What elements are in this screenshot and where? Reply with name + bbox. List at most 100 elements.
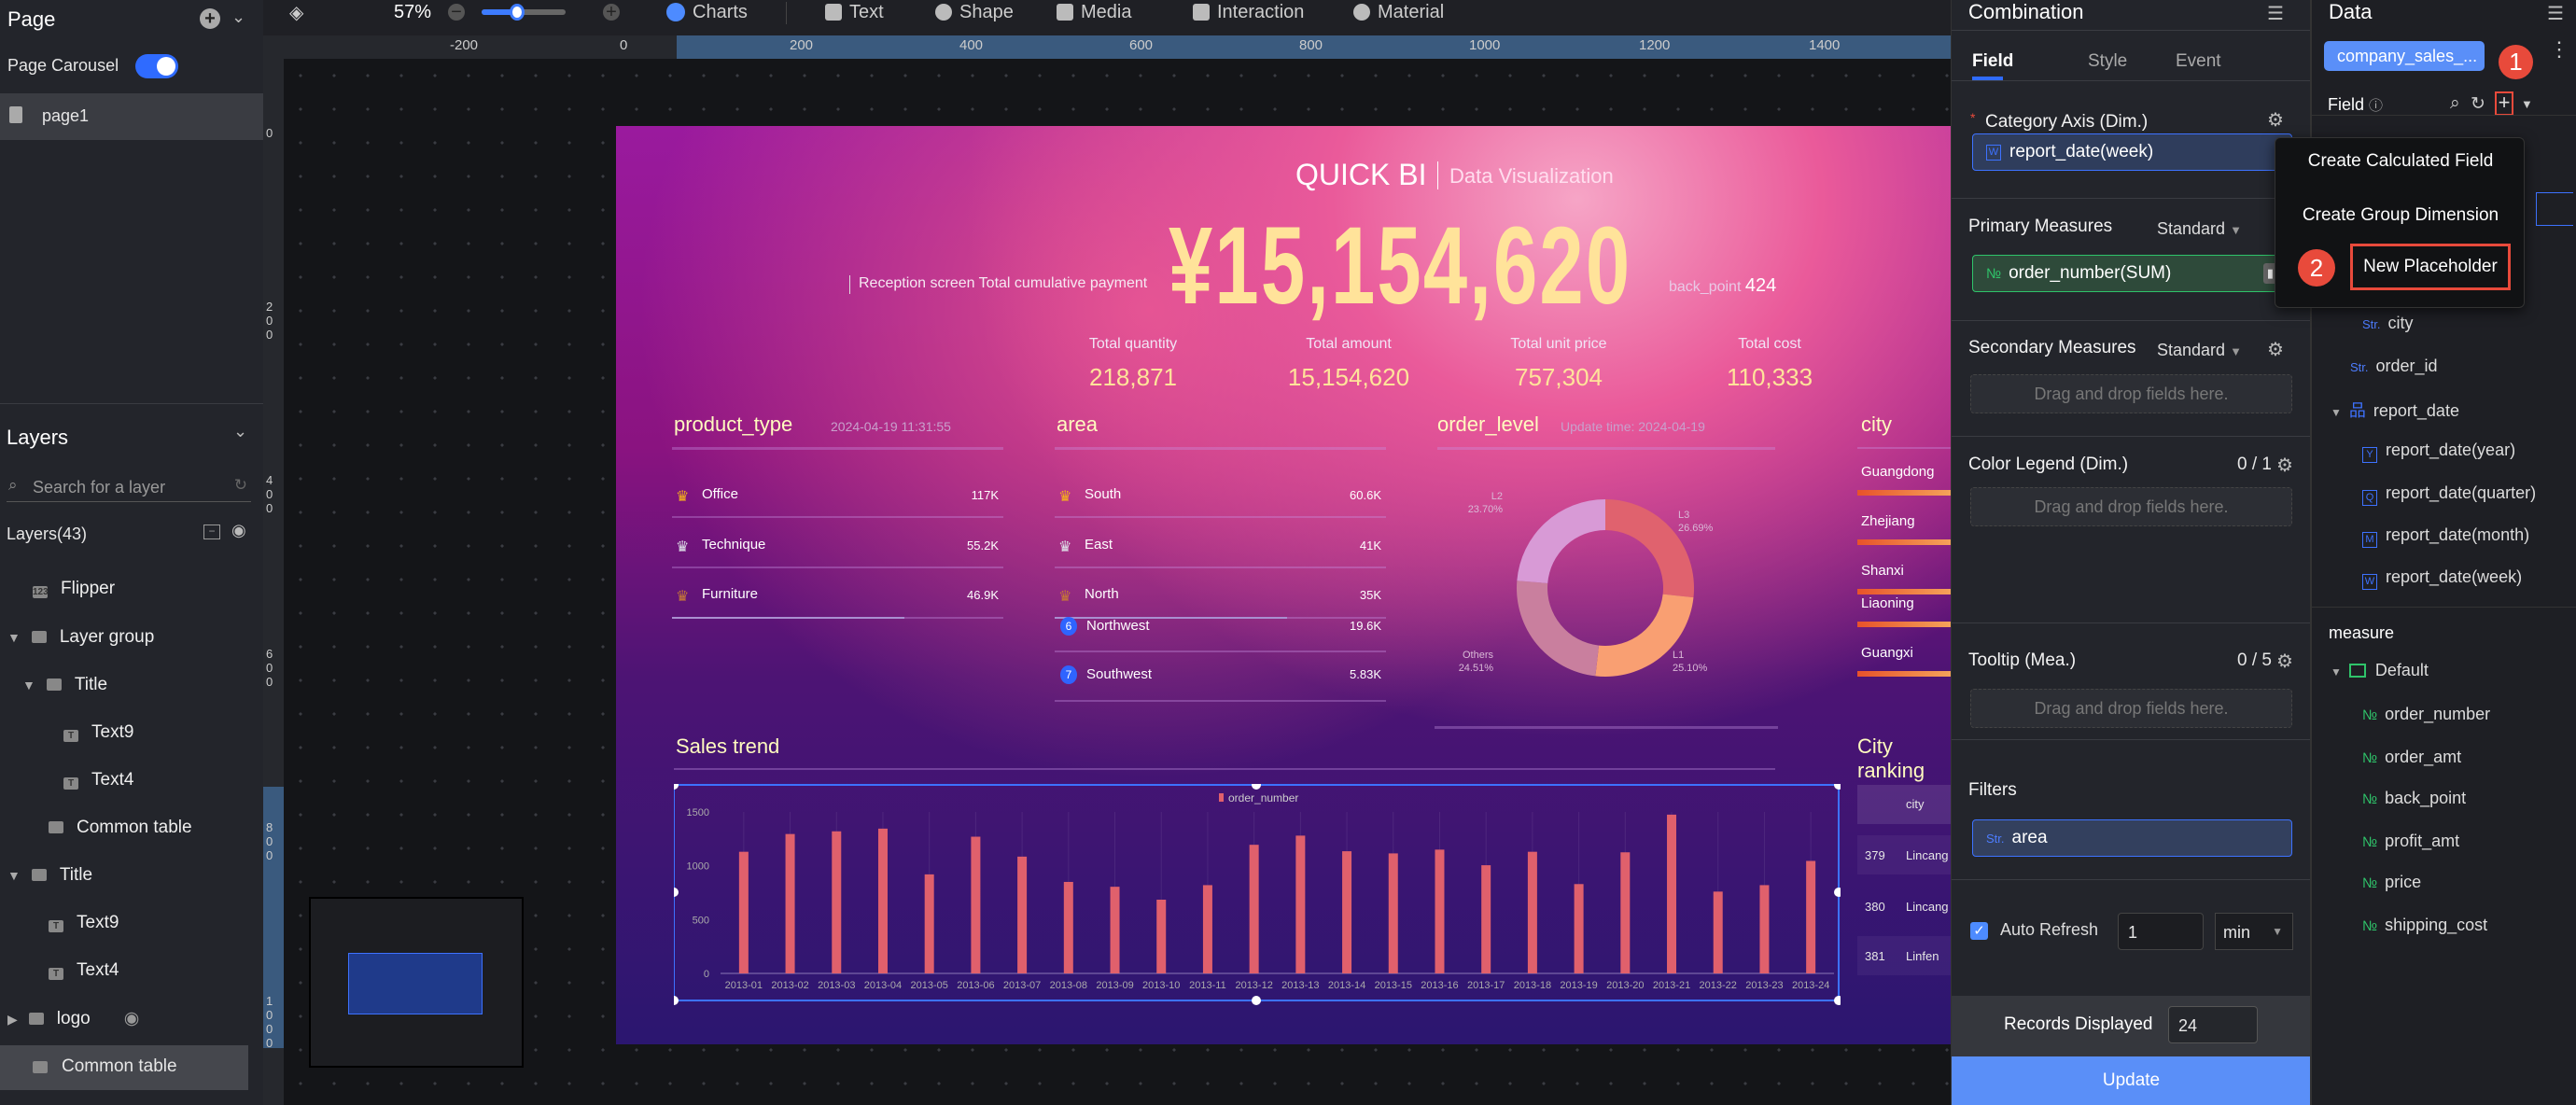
color-legend-drop-zone[interactable]: Drag and drop fields here. [1970, 487, 2292, 526]
tab-field[interactable]: Field [1972, 51, 2014, 71]
toolbar-text[interactable]: Text [825, 0, 884, 24]
visibility-icon[interactable]: ◉ [123, 1009, 140, 1028]
layer-item-common-table-selected[interactable]: Common table [0, 1045, 248, 1090]
divider [1952, 436, 2311, 437]
horizontal-ruler[interactable]: -200 0 200 400 600 800 1000 1200 1400 [263, 35, 1951, 59]
gear-icon[interactable]: ⚙ [2276, 455, 2293, 476]
measure-item[interactable]: № back_point [2362, 789, 2466, 808]
caret-right-icon[interactable]: ▶ [7, 1012, 18, 1027]
layer-item-flipper[interactable]: 123 Flipper [33, 579, 115, 599]
menu-item-create-group-dimension[interactable]: Create Group Dimension [2302, 205, 2499, 225]
update-button[interactable]: Update [1952, 1056, 2311, 1105]
add-page-icon[interactable]: + [200, 8, 220, 29]
layer-item-title[interactable]: ▼ Title [7, 865, 92, 886]
caret-down-icon[interactable]: ▼ [22, 678, 35, 692]
vertical-ruler[interactable]: 0 200 400 600 800 1000 [263, 59, 284, 1105]
x-tick-label: 2013-07 [1003, 980, 1041, 991]
minimap[interactable] [309, 897, 524, 1068]
refresh-icon[interactable]: ↻ [233, 476, 247, 494]
row-name: East [1085, 537, 1113, 552]
measure-item[interactable]: № order_amt [2362, 748, 2461, 767]
collapse-all-icon[interactable]: − [203, 525, 220, 539]
layer-item-common-table[interactable]: Common table [49, 818, 192, 838]
chevron-down-icon[interactable]: ⌄ [233, 422, 248, 441]
more-vertical-icon[interactable]: ⋮ [2549, 37, 2569, 61]
toolbar-shape[interactable]: Shape [935, 0, 1014, 24]
menu-item-create-calculated-field[interactable]: Create Calculated Field [2307, 151, 2494, 171]
measure-item[interactable]: № price [2362, 873, 2421, 892]
page-item-page1[interactable]: page1 [0, 93, 263, 140]
measure-item[interactable]: № profit_amt [2362, 832, 2459, 851]
tab-style[interactable]: Style [2088, 51, 2128, 71]
eye-icon[interactable]: ◉ [231, 521, 246, 539]
gear-icon[interactable]: ⚙ [2276, 651, 2293, 672]
layer-item-logo[interactable]: ▶ logo ◉ [7, 1008, 139, 1029]
field-group-report-date[interactable]: ▼ 品 report_date [2331, 398, 2459, 422]
toolbar-interaction[interactable]: Interaction [1193, 0, 1304, 24]
x-tick-label: 2013-06 [957, 980, 994, 991]
page-carousel-toggle[interactable] [135, 54, 178, 78]
layer-item-text4[interactable]: T Text4 [49, 960, 119, 981]
tab-event[interactable]: Event [2176, 51, 2221, 71]
minimap-viewport[interactable] [348, 953, 483, 1014]
auto-refresh-checkbox[interactable]: ✓ [1970, 922, 1988, 940]
field-item-order-id[interactable]: Str. order_id [2350, 357, 2438, 376]
layer-item-layer-group[interactable]: ▼ Layer group [7, 627, 154, 648]
layer-item-text9[interactable]: T Text9 [63, 722, 133, 743]
filter-field[interactable]: Str. area [1972, 819, 2292, 857]
secondary-drop-zone[interactable]: Drag and drop fields here. [1970, 374, 2292, 413]
measure-item[interactable]: № shipping_cost [2362, 916, 2487, 935]
measure-item[interactable]: № order_number [2362, 705, 2490, 724]
zoom-slider[interactable] [482, 4, 566, 21]
menu-item-new-placeholder[interactable]: New Placeholder [2350, 244, 2511, 290]
tooltip-drop-zone[interactable]: Drag and drop fields here. [1970, 689, 2292, 728]
zoom-out-button[interactable]: − [448, 2, 465, 22]
caret-down-icon[interactable]: ▼ [7, 630, 21, 645]
info-icon[interactable]: ⓘ [2369, 98, 2384, 114]
layers-stack-icon[interactable]: ◈ [289, 2, 304, 23]
toolbar-media[interactable]: Media [1057, 0, 1131, 24]
layer-item-title[interactable]: ▼ Title [22, 675, 107, 695]
layer-item-text9[interactable]: T Text9 [49, 913, 119, 933]
x-tick-label: 2013-21 [1653, 980, 1690, 991]
dataset-selector[interactable]: company_sales_... [2324, 41, 2485, 71]
field-name: Default [2374, 661, 2429, 679]
primary-measure-field[interactable]: № order_number(SUM) ▮▮ [1972, 255, 2292, 292]
caret-down-icon[interactable]: ▼ [2331, 665, 2342, 678]
x-tick-label: 2013-15 [1375, 980, 1412, 991]
primary-mode-select[interactable]: Standard ▼ [2157, 219, 2242, 239]
chevron-down-icon[interactable]: ⌄ [231, 7, 246, 26]
toolbar-charts[interactable]: Charts [666, 0, 748, 24]
sales-trend-bar-chart[interactable]: order_number 0 500 1000 1500 2013-01 2013-02 20… [674, 784, 1841, 1008]
layer-search-input[interactable]: ⌕ Search for a layer ↻ [7, 474, 251, 502]
search-icon[interactable]: ⌕ [2450, 93, 2460, 113]
toolbar-material[interactable]: Material [1353, 0, 1444, 24]
gear-icon[interactable]: ⚙ [2267, 110, 2284, 131]
bar [1574, 884, 1584, 973]
collapse-panel-icon[interactable]: ☰ [2267, 4, 2284, 24]
caret-down-icon[interactable]: ▼ [2331, 406, 2342, 419]
resize-handle [1252, 996, 1261, 1005]
refresh-icon[interactable]: ↻ [2471, 94, 2485, 114]
caret-down-icon[interactable]: ▼ [7, 868, 21, 883]
layer-item-text4[interactable]: T Text4 [63, 770, 133, 790]
add-field-button[interactable]: + [2495, 91, 2513, 116]
collapse-panel-icon[interactable]: ☰ [2547, 4, 2564, 24]
auto-refresh-interval-input[interactable]: 1 [2118, 913, 2204, 950]
zoom-in-button[interactable]: + [603, 2, 620, 22]
records-input[interactable]: 24 [2168, 1006, 2258, 1043]
auto-refresh-unit-select[interactable]: min ▼ [2215, 913, 2293, 950]
row-name: Technique [702, 537, 766, 552]
caret-down-icon[interactable]: ▼ [2521, 97, 2533, 111]
search-icon: ⌕ [8, 476, 18, 494]
folder-default[interactable]: ▼ Default [2331, 661, 2429, 680]
gear-icon[interactable]: ⚙ [2267, 340, 2284, 360]
field-item-city[interactable]: Str. city [2362, 314, 2414, 333]
city-bar [1857, 539, 1951, 545]
secondary-mode-select[interactable]: Standard ▼ [2157, 341, 2242, 360]
